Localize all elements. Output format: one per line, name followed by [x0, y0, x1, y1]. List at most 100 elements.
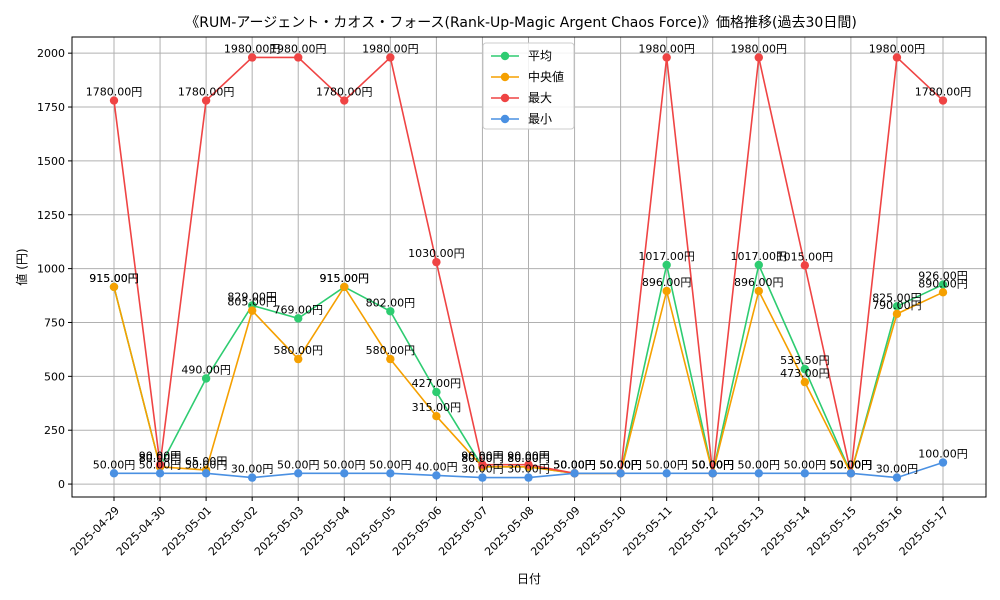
y-tick-label: 1250 [37, 209, 65, 222]
legend-marker [500, 114, 510, 124]
data-label: 50.00円 [830, 458, 873, 471]
chart-title: 《RUM-アージェント・カオス・フォース(Rank-Up-Magic Argen… [185, 15, 857, 31]
data-point [754, 469, 763, 478]
data-label: 50.00円 [553, 458, 596, 471]
data-label: 65.00円 [185, 455, 228, 468]
data-label: 80.00円 [461, 452, 504, 465]
data-point [570, 469, 579, 478]
data-point [478, 460, 487, 469]
data-label: 1780.00円 [915, 86, 972, 99]
data-point [294, 354, 303, 364]
data-label: 926.00円 [918, 270, 968, 283]
y-tick-label: 1500 [37, 155, 65, 168]
data-label: 90.00円 [139, 450, 182, 463]
data-label: 1015.00円 [777, 250, 834, 263]
data-point [386, 469, 395, 478]
data-point [201, 96, 211, 105]
data-label: 50.00円 [830, 458, 873, 471]
legend-label: 平均 [528, 49, 552, 63]
data-label: 829.00円 [227, 290, 277, 303]
data-label: 1030.00円 [408, 247, 465, 260]
data-point [754, 260, 763, 270]
data-point [524, 460, 533, 469]
data-label: 50.00円 [93, 458, 136, 471]
data-point [432, 387, 441, 397]
data-point [938, 280, 948, 289]
data-point [247, 53, 257, 62]
y-tick-label: 1750 [37, 101, 65, 114]
legend-marker [500, 51, 510, 61]
x-axis-ticks: 2025-04-292025-04-302025-05-012025-05-02… [68, 497, 951, 558]
data-point [109, 282, 119, 292]
data-label: 80.00円 [139, 452, 182, 465]
data-label: 915.00円 [89, 272, 139, 285]
data-label: 50.00円 [691, 458, 734, 471]
y-axis-ticks: 0 250 500 750 1000 1250 1500 1750 2000 [37, 47, 72, 491]
data-point [662, 260, 671, 270]
y-tick-label: 500 [44, 370, 65, 383]
data-label: 50.00円 [691, 458, 734, 471]
data-point [754, 286, 763, 296]
data-point [432, 471, 441, 480]
data-label: 50.00円 [645, 458, 688, 471]
data-label: 80.00円 [507, 452, 550, 465]
x-axis-label: 日付 [517, 572, 541, 586]
data-label: 50.00円 [323, 458, 366, 471]
data-point [754, 53, 763, 62]
data-label: 50.00円 [553, 458, 596, 471]
data-label: 50.00円 [139, 458, 182, 471]
data-point [109, 96, 119, 105]
data-label: 30.00円 [231, 463, 274, 476]
data-label: 50.00円 [691, 458, 734, 471]
data-label: 80.00円 [139, 452, 182, 465]
data-label: 790.00円 [872, 299, 922, 312]
data-label: 50.00円 [277, 458, 320, 471]
data-point [432, 257, 441, 267]
data-point [340, 469, 349, 478]
data-label: 896.00円 [734, 276, 784, 289]
y-tick-label: 2000 [37, 47, 65, 60]
data-label: 315.00円 [412, 401, 462, 414]
data-point [892, 302, 902, 311]
data-point [846, 469, 856, 478]
data-point [386, 307, 395, 316]
data-label: 30.00円 [507, 463, 550, 476]
data-point [938, 458, 948, 467]
data-point [616, 469, 625, 478]
data-label: 50.00円 [691, 458, 734, 471]
data-label: 1017.00円 [731, 250, 788, 263]
data-label: 915.00円 [89, 272, 139, 285]
data-label: 769.00円 [273, 303, 323, 316]
series-layer [109, 53, 948, 482]
data-point [662, 53, 671, 62]
legend-marker [500, 72, 510, 82]
data-point [524, 473, 533, 482]
data-label: 580.00円 [273, 344, 323, 357]
data-label: 90.00円 [507, 450, 550, 463]
data-label: 1780.00円 [316, 86, 373, 99]
data-label: 825.00円 [872, 291, 922, 304]
data-point [155, 469, 165, 478]
data-label: 1980.00円 [731, 42, 788, 55]
data-label: 1980.00円 [270, 42, 327, 55]
legend-label: 最大 [528, 91, 552, 105]
data-label: 1780.00円 [86, 86, 143, 99]
data-point [662, 469, 671, 478]
y-axis-label: 値 (円) [14, 248, 29, 285]
y-tick-label: 750 [44, 316, 65, 329]
data-label: 915.00円 [320, 272, 370, 285]
data-label: 50.00円 [553, 458, 596, 471]
data-label: 50.00円 [553, 458, 596, 471]
data-label: 1980.00円 [362, 42, 419, 55]
data-label: 50.00円 [830, 458, 873, 471]
data-point [800, 469, 810, 478]
data-point [294, 469, 303, 478]
data-label: 30.00円 [461, 463, 504, 476]
data-label: 50.00円 [185, 458, 228, 471]
data-label: 50.00円 [369, 458, 412, 471]
data-label: 30.00円 [876, 463, 919, 476]
data-point [201, 469, 211, 478]
data-point [247, 473, 257, 482]
